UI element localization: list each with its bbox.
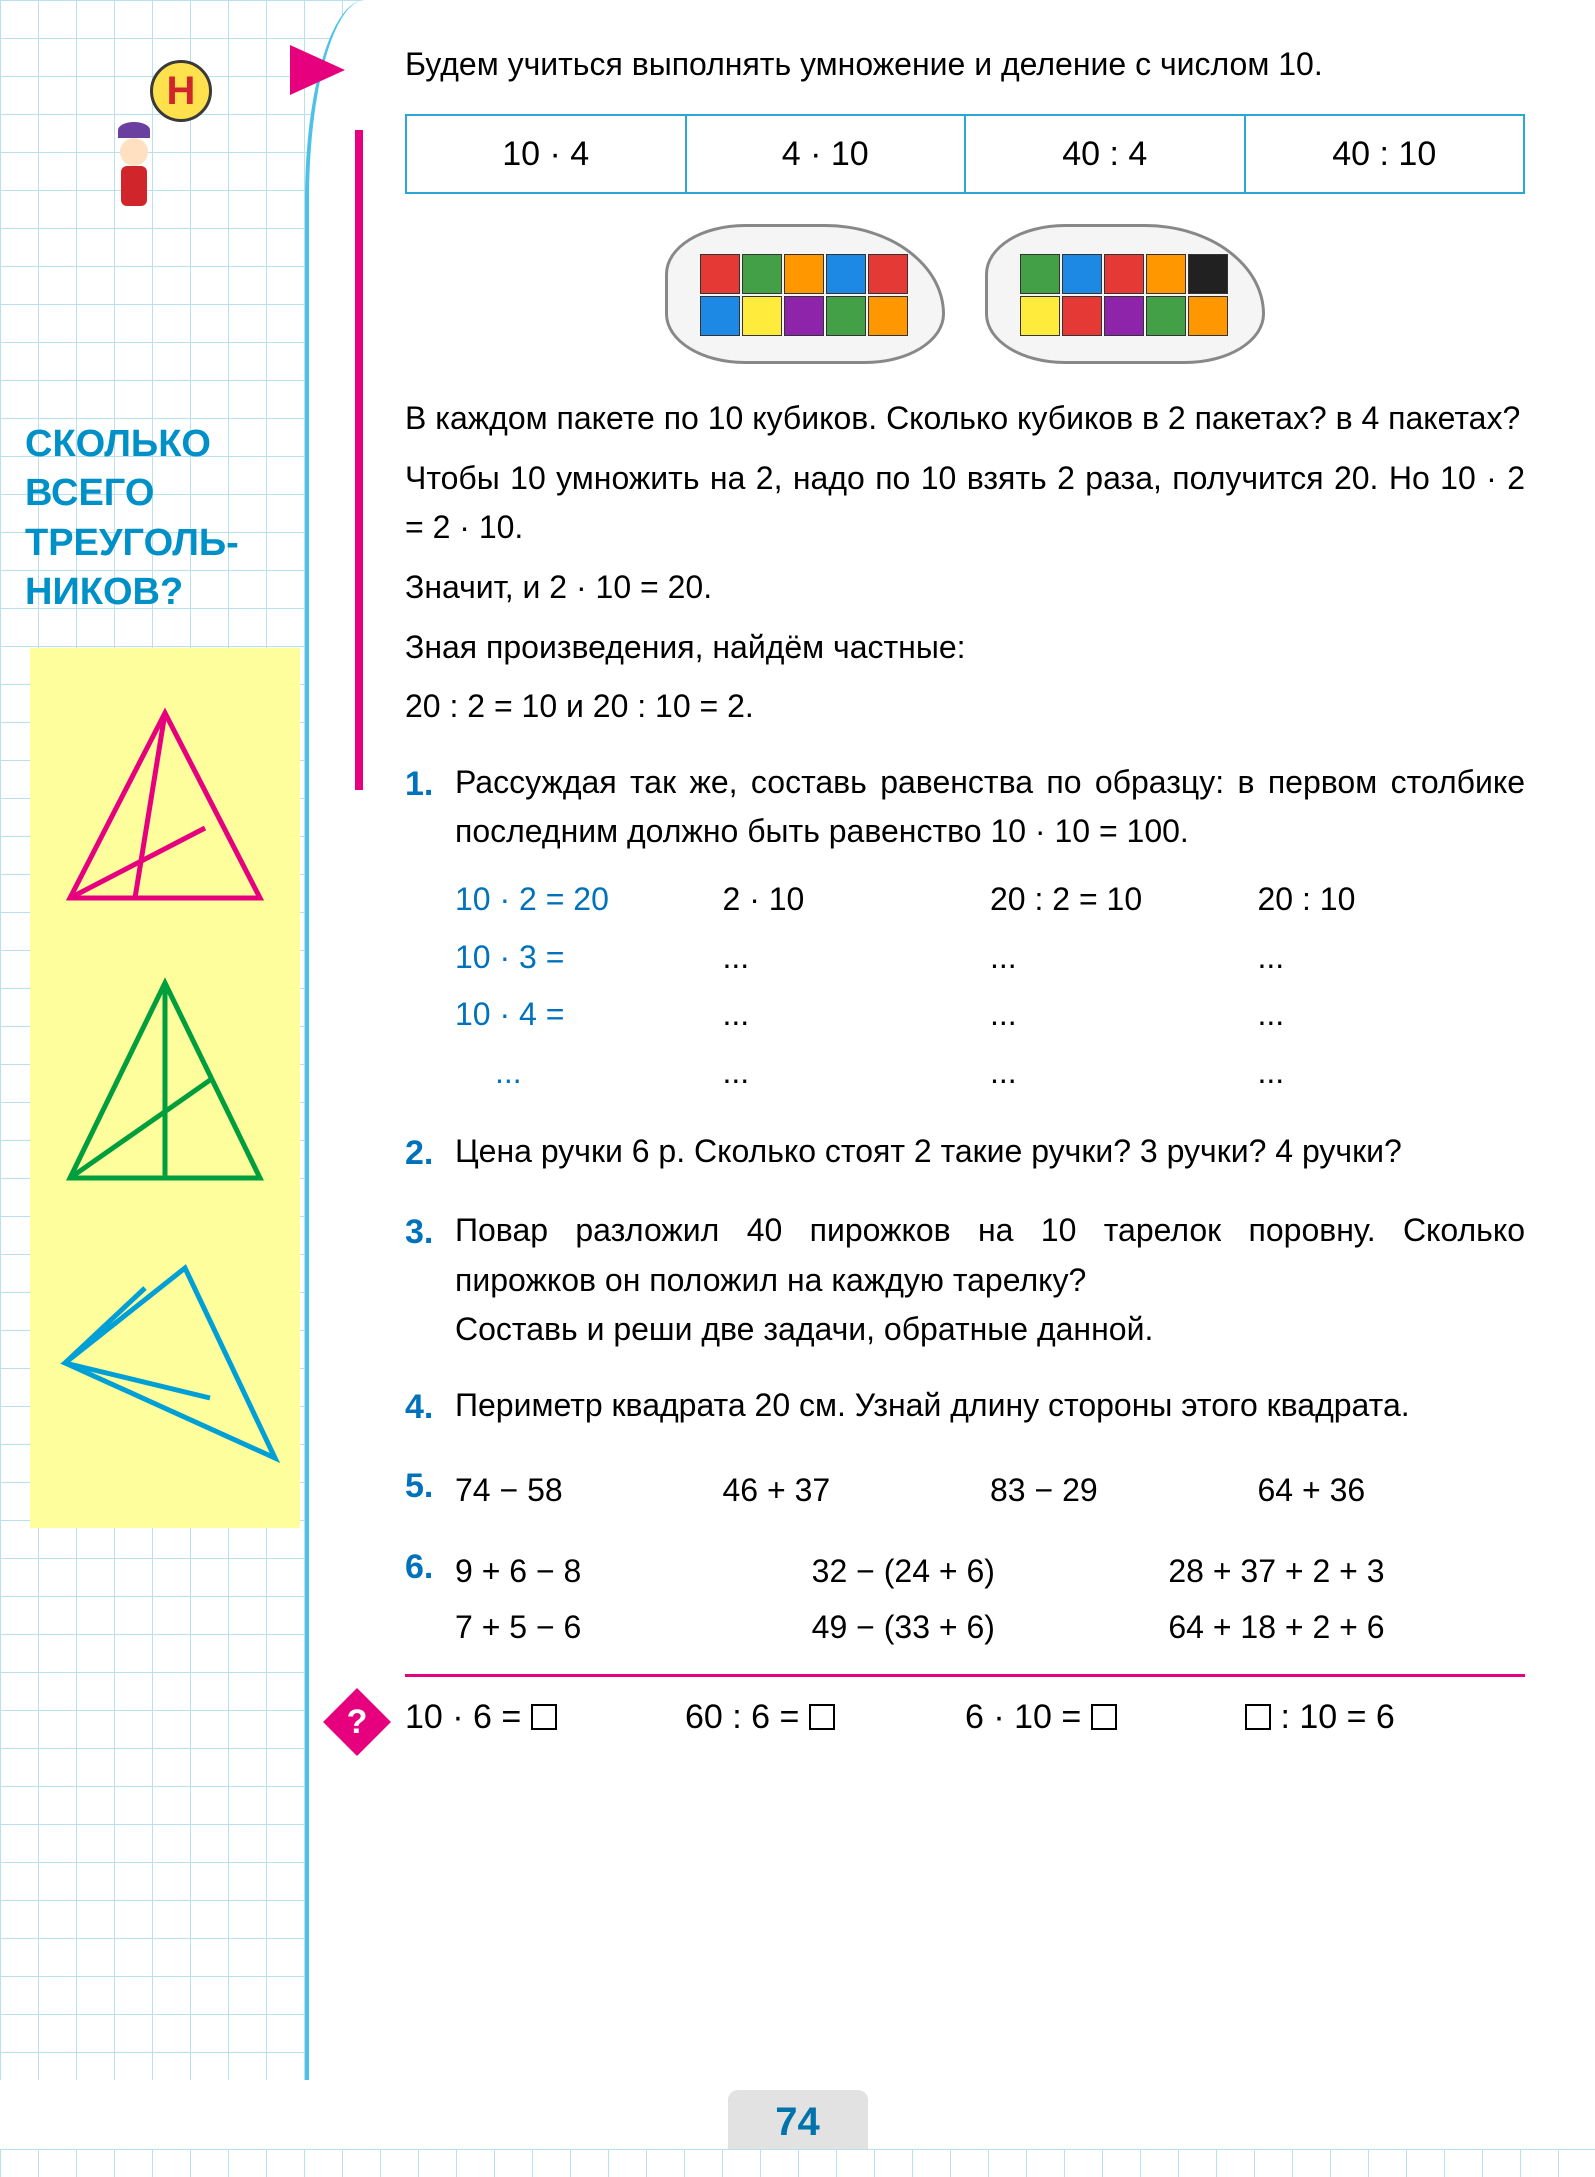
badge-letter: Н — [150, 60, 212, 122]
grid-cell: ... — [723, 1044, 991, 1102]
explain-p2: Чтобы 10 умножить на 2, надо по 10 взять… — [405, 454, 1525, 553]
final-row: ? 10 · 6 = 60 : 6 = 6 · 10 = : 10 = 6 — [405, 1691, 1525, 1754]
arith-cell: 83 − 29 — [990, 1466, 1258, 1516]
cube — [784, 296, 824, 336]
cube — [1062, 254, 1102, 294]
arith-cell: 46 + 37 — [723, 1466, 991, 1516]
task-3: 3. Повар разложил 40 пирожков на 10 таре… — [405, 1206, 1525, 1355]
cube — [1020, 296, 1060, 336]
sidebar: Н СКОЛЬКО ВСЕГО ТРЕУГОЛЬ- НИКОВ? — [0, 0, 365, 2080]
expr-cell: 4 · 10 — [687, 116, 967, 193]
grid-cell: ... — [990, 929, 1258, 987]
arith-cell: 49 − (33 + 6) — [812, 1603, 1169, 1653]
cube — [1188, 254, 1228, 294]
arith-cell: 74 − 58 — [455, 1466, 723, 1516]
grid-cell: 20 : 2 = 10 — [990, 871, 1258, 929]
triangle-3 — [45, 1248, 285, 1478]
triangle-2 — [55, 968, 275, 1198]
content: Будем учиться выполнять умножение и деле… — [365, 0, 1595, 2080]
arith-cell: 7 + 5 − 6 — [455, 1603, 812, 1653]
cartoon-figure: Н — [80, 60, 220, 240]
arith-cell: 28 + 37 + 2 + 3 — [1168, 1547, 1525, 1597]
cube-bag-1 — [665, 224, 945, 364]
cube — [742, 254, 782, 294]
grid-cell: ... — [1258, 986, 1526, 1044]
bottom-grid-strip — [0, 2149, 1595, 2177]
cube-bags — [405, 224, 1525, 364]
cube — [1146, 254, 1186, 294]
cube — [1146, 296, 1186, 336]
triangle-1 — [55, 698, 275, 918]
task-5: 5. 74 − 58 46 + 37 83 − 29 64 + 36 — [405, 1460, 1525, 1516]
triangles-panel — [30, 648, 300, 1528]
cube — [1062, 296, 1102, 336]
task-6: 6. 9 + 6 − 8 32 − (24 + 6) 28 + 37 + 2 +… — [405, 1541, 1525, 1652]
grid-cell: ... — [990, 986, 1258, 1044]
task-4-text: Периметр квадрата 20 см. Узнай длину сто… — [455, 1381, 1525, 1434]
grid-cell: 10 · 4 = — [455, 986, 723, 1044]
task-3-text: Повар разложил 40 пирожков на 10 тарелок… — [455, 1206, 1525, 1305]
cube — [1020, 254, 1060, 294]
grid-cell: ... — [1258, 1044, 1526, 1102]
task-4: 4. Периметр квадрата 20 см. Узнай длину … — [405, 1381, 1525, 1434]
final-cell: 10 · 6 = — [405, 1691, 685, 1744]
badge-letter-text: Н — [167, 69, 196, 114]
final-cell: : 10 = 6 — [1245, 1691, 1525, 1744]
grid-cell: ... — [723, 929, 991, 987]
task-number: 3. — [405, 1206, 455, 1355]
task-number: 2. — [405, 1127, 455, 1180]
cube — [826, 254, 866, 294]
grid-cell: ... — [455, 1044, 723, 1102]
cube — [1188, 296, 1228, 336]
task-number: 5. — [405, 1460, 455, 1516]
explain-p5: 20 : 2 = 10 и 20 : 10 = 2. — [405, 682, 1525, 732]
final-cell: 60 : 6 = — [685, 1691, 965, 1744]
cube — [1104, 254, 1144, 294]
cube — [742, 296, 782, 336]
expression-table: 10 · 4 4 · 10 40 : 4 40 : 10 — [405, 114, 1525, 195]
grid-cell: ... — [1258, 929, 1526, 987]
cube — [784, 254, 824, 294]
final-cell: 6 · 10 = — [965, 1691, 1245, 1744]
task-1: 1. Рассуждая так же, составь равенства п… — [405, 758, 1525, 1102]
arith-cell: 64 + 36 — [1258, 1466, 1526, 1516]
explain-p1: В каждом пакете по 10 кубиков. Сколько к… — [405, 394, 1525, 444]
cube — [868, 296, 908, 336]
arith-cell: 32 − (24 + 6) — [812, 1547, 1169, 1597]
grid-cell: 2 · 10 — [723, 871, 991, 929]
task-1-text: Рассуждая так же, составь равенства по о… — [455, 758, 1525, 857]
grid-cell: 10 · 3 = — [455, 929, 723, 987]
explain-p3: Значит, и 2 · 10 = 20. — [405, 563, 1525, 613]
task-number: 6. — [405, 1541, 455, 1652]
cube — [868, 254, 908, 294]
stick-figure — [110, 122, 160, 222]
arrow-icon — [290, 45, 345, 95]
page-number: 74 — [728, 2090, 868, 2149]
cube — [1104, 296, 1144, 336]
task-2: 2. Цена ручки 6 р. Сколько стоят 2 такие… — [405, 1127, 1525, 1180]
expr-cell: 40 : 10 — [1246, 116, 1524, 193]
cube — [700, 254, 740, 294]
divider — [405, 1674, 1525, 1677]
task-2-text: Цена ручки 6 р. Сколько стоят 2 такие ру… — [455, 1127, 1525, 1180]
grid-cell: ... — [990, 1044, 1258, 1102]
arith-cell: 9 + 6 − 8 — [455, 1547, 812, 1597]
page: Н СКОЛЬКО ВСЕГО ТРЕУГОЛЬ- НИКОВ? — [0, 0, 1595, 2080]
expr-cell: 10 · 4 — [407, 116, 687, 193]
expr-cell: 40 : 4 — [966, 116, 1246, 193]
grid-cell: ... — [723, 986, 991, 1044]
grid-cell: 10 · 2 = 20 — [455, 871, 723, 929]
task-3-text2: Составь и реши две задачи, обратные данн… — [455, 1305, 1525, 1355]
explain-p4: Зная произведения, найдём частные: — [405, 623, 1525, 673]
grid-cell: 20 : 10 — [1258, 871, 1526, 929]
sidebar-title: СКОЛЬКО ВСЕГО ТРЕУГОЛЬ- НИКОВ? — [25, 420, 365, 618]
cube — [826, 296, 866, 336]
task-number: 1. — [405, 758, 455, 1102]
cube-bag-2 — [985, 224, 1265, 364]
task-number: 4. — [405, 1381, 455, 1434]
arith-cell: 64 + 18 + 2 + 6 — [1168, 1603, 1525, 1653]
task-1-grid: 10 · 2 = 20 2 · 10 20 : 2 = 10 20 : 10 1… — [455, 871, 1525, 1101]
intro-text: Будем учиться выполнять умножение и деле… — [405, 40, 1525, 90]
cube — [700, 296, 740, 336]
